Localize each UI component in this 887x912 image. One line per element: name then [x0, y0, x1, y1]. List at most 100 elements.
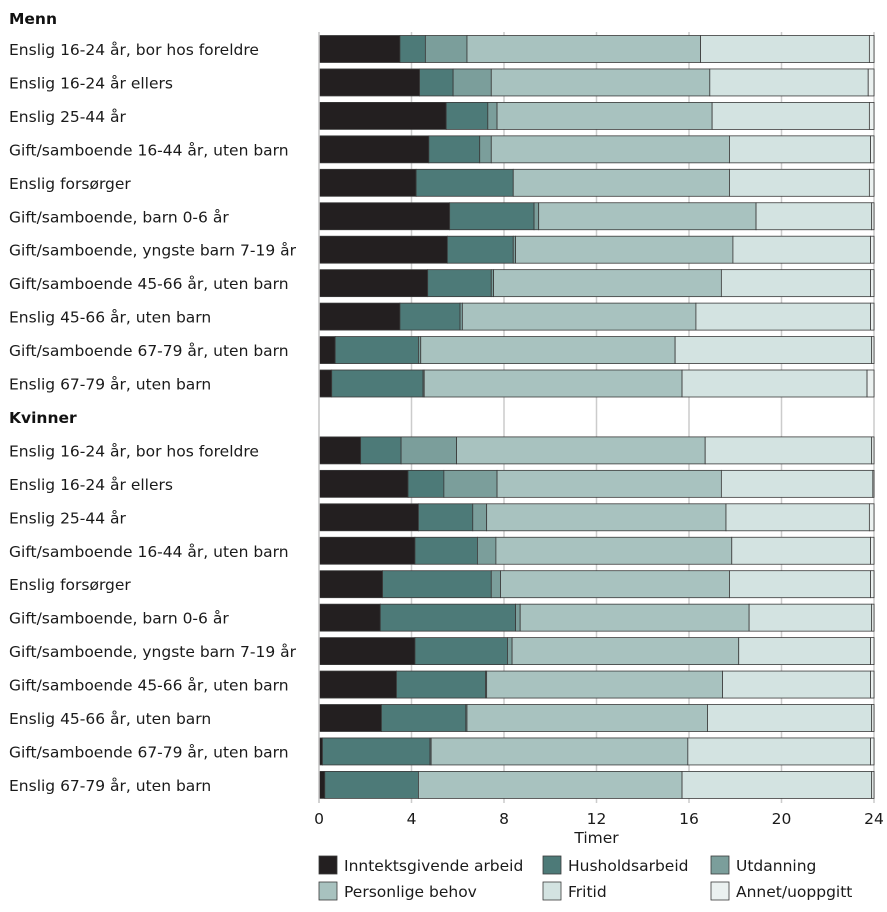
- bar-segment: Fritid: 6.1: [729, 570, 871, 599]
- legend-swatch: [710, 855, 730, 875]
- legend-label: Utdanning: [736, 857, 816, 875]
- bar-segment: Utdanning: 1.8: [424, 35, 468, 63]
- legend-swatch: [318, 855, 338, 875]
- bar-segment: Personlige behov: 9.45: [490, 68, 711, 97]
- bar-segment: Annet/uoppgitt: 0.1: [871, 704, 875, 732]
- bar-segment: Husholdsarbeid: 3.95: [331, 369, 424, 398]
- bar-segment: Inntektsgivende arbeid: 2.75: [318, 570, 383, 599]
- bar-segment: Fritid: 7.1: [707, 704, 873, 732]
- bar-segment: Personlige behov: 9.9: [500, 570, 730, 599]
- row-label: Enslig 67-79 år, uten barn: [9, 777, 211, 795]
- bar-segment: Personlige behov: 10.35: [486, 503, 727, 532]
- bar-segment: Fritid: 8: [681, 369, 868, 398]
- bar-segment: Husholdsarbeid: 3.6: [334, 336, 419, 364]
- bar-segment: Utdanning: 0.2: [533, 202, 540, 231]
- bar-segment: Inntektsgivende arbeid: 4.75: [318, 135, 430, 164]
- bar-segment: Personlige behov: 11.15: [423, 369, 683, 398]
- bar-segment: Personlige behov: 9.4: [515, 235, 734, 264]
- bar-segment: Husholdsarbeid: 4.7: [382, 570, 492, 599]
- bar-segment: Personlige behov: 9.8: [511, 637, 740, 665]
- legend-swatch: [542, 881, 562, 901]
- legend-label: Inntektsgivende arbeid: [344, 857, 523, 875]
- bar-segment: Fritid: 6.8: [711, 102, 870, 130]
- x-tick-label: 24: [864, 810, 884, 828]
- bar-segment: Annet/uoppgitt: 0.1: [871, 202, 875, 231]
- bar-segment: Annet/uoppgitt: 0.15: [870, 302, 875, 331]
- bar-segment: Annet/uoppgitt: 0.3: [866, 369, 875, 398]
- bar-segment: Personlige behov: 10.2: [495, 536, 733, 565]
- x-tick-label: 4: [407, 810, 417, 828]
- bar-segment: Annet/uoppgitt: 0.2: [868, 168, 875, 197]
- group-gap: [319, 403, 874, 430]
- bar-segment: Annet/uoppgitt: 0.15: [870, 637, 875, 665]
- bar-segment: Personlige behov: 10.3: [490, 135, 730, 164]
- bar-segment: Annet/uoppgitt: 0.15: [870, 536, 875, 565]
- bar-segment: Personlige behov: 9.4: [538, 202, 757, 231]
- bar-segment: Fritid: 7.9: [687, 737, 871, 766]
- row-label: Enslig 16-24 år ellers: [9, 476, 173, 494]
- row-label: Enslig 25-44 år: [9, 509, 127, 527]
- bar-segment: Utdanning: 2.4: [400, 436, 457, 465]
- x-tick-label: 8: [499, 810, 509, 828]
- bar-segment: Husholdsarbeid: 1.55: [407, 469, 445, 498]
- bar-segment: Annet/uoppgitt: 0.15: [870, 135, 875, 164]
- row-label: Gift/samboende 67-79 år, uten barn: [9, 743, 289, 761]
- bar-segment: Inntektsgivende arbeid: 3.85: [318, 469, 409, 498]
- legend-label: Husholdsarbeid: [568, 857, 688, 875]
- bar-segment: Personlige behov: 11.4: [418, 771, 683, 799]
- bar-segment: Inntektsgivende arbeid: 5.5: [318, 102, 447, 130]
- bar-segment: Inntektsgivende arbeid: 0.25: [318, 771, 326, 799]
- bar-segment: Annet/uoppgitt: 0.2: [868, 503, 875, 532]
- bar-segment: Inntektsgivende arbeid: 1.8: [318, 436, 362, 465]
- bar-segment: Fritid: 6.45: [720, 269, 871, 298]
- row-label: Enslig 45-66 år, uten barn: [9, 309, 211, 327]
- bar-segment: Inntektsgivende arbeid: 2.65: [318, 603, 381, 632]
- bar-segment: Annet/uoppgitt: 0.1: [871, 603, 875, 632]
- bar-segment: Personlige behov: 9.35: [512, 168, 730, 197]
- bar-segment: Inntektsgivende arbeid: 4.35: [318, 68, 420, 97]
- bar-segment: Husholdsarbeid: 2.6: [399, 302, 461, 331]
- bar-segment: Personlige behov: 10.75: [456, 436, 706, 465]
- bar-segment: Inntektsgivende arbeid: 5.65: [318, 202, 451, 231]
- bar-segment: Personlige behov: 9.7: [496, 469, 722, 498]
- group-header: Menn: [9, 10, 57, 28]
- row-label: Enslig forsørger: [9, 175, 131, 193]
- bar-segment: Personlige behov: 9.9: [519, 603, 750, 632]
- bar-segment: Husholdsarbeid: 3.65: [449, 202, 535, 231]
- row-label: Enslig 25-44 år: [9, 108, 127, 126]
- bar-segment: Husholdsarbeid: 2.2: [428, 135, 481, 164]
- bar-segment: Husholdsarbeid: 3.65: [381, 704, 467, 732]
- bars: Inntektsgivende arbeid: 3.5Husholdsarbei…: [318, 35, 875, 799]
- row-label: Enslig 45-66 år, uten barn: [9, 710, 211, 728]
- bar-segment: Fritid: 7.55: [695, 302, 871, 331]
- x-tick-label: 20: [772, 810, 792, 828]
- bar-segment: Husholdsarbeid: 2.7: [414, 536, 478, 565]
- x-tick-label: 0: [314, 810, 324, 828]
- legend-swatch: [318, 881, 338, 901]
- x-tick-label: 12: [587, 810, 607, 828]
- bar-segment: Fritid: 6: [731, 536, 871, 565]
- bar-segment: Annet/uoppgitt: 0.2: [868, 102, 875, 130]
- bar-segment: Husholdsarbeid: 2.85: [446, 235, 514, 264]
- group-header: Kvinner: [9, 409, 77, 427]
- bar-segment: Annet/uoppgitt: 0.1: [871, 771, 875, 799]
- x-axis: 0 4 8 12 16 20 24 Timer: [314, 32, 884, 847]
- bar-segment: Inntektsgivende arbeid: 4.15: [318, 536, 416, 565]
- row-label: Enslig forsørger: [9, 576, 131, 594]
- bar-segment: Fritid: 7.3: [700, 35, 870, 63]
- bar-segment: Utdanning: 0.4: [487, 102, 498, 130]
- bar-segment: Fritid: 6.1: [729, 135, 871, 164]
- bar-segment: Utdanning: 2.3: [443, 469, 498, 498]
- bar-segment: Husholdsarbeid: 1.8: [445, 102, 489, 130]
- bar-segment: Annet/uoppgitt: 0.15: [870, 570, 875, 599]
- bar-segment: Fritid: 8.2: [681, 771, 873, 799]
- row-label: Gift/samboende 45-66 år, uten barn: [9, 275, 289, 293]
- bar-segment: Inntektsgivende arbeid: 3.5: [318, 35, 401, 63]
- bar-segment: Annet/uoppgitt: 0.05: [872, 469, 875, 498]
- bar-segment: Husholdsarbeid: 1.1: [399, 35, 426, 63]
- bar-segment: Utdanning: 0.6: [472, 503, 488, 532]
- row-label: Gift/samboende 45-66 år, uten barn: [9, 677, 289, 695]
- bar-segment: Fritid: 7.2: [704, 436, 873, 465]
- row-label: Enslig 16-24 år, bor hos foreldre: [9, 442, 259, 460]
